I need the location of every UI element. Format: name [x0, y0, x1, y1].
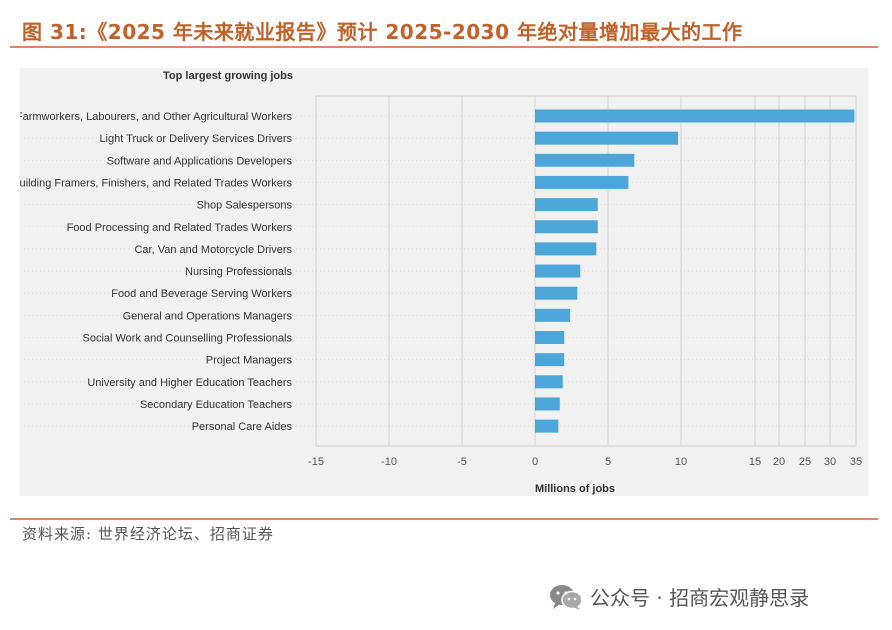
figure-title: 图 31:《2025 年未来就业报告》预计 2025-2030 年绝对量增加最大… — [22, 20, 743, 44]
bar — [535, 264, 581, 278]
source-note: 资料来源: 世界经济论坛、招商证券 — [22, 525, 274, 543]
watermark-text: 公众号 · 招商宏观静思录 — [590, 586, 810, 610]
x-axis-label: Millions of jobs — [535, 483, 615, 495]
bar — [535, 419, 559, 433]
bar-chart: Top largest growing jobs Farmworkers, La… — [20, 70, 862, 495]
category-label: General and Operations Managers — [123, 310, 293, 322]
x-tick-label: 15 — [749, 456, 761, 468]
category-label: Light Truck or Delivery Services Drivers — [99, 133, 292, 145]
category-label: Food and Beverage Serving Workers — [111, 288, 292, 300]
bar — [535, 153, 635, 167]
x-tick-label: -10 — [381, 456, 397, 468]
x-tick-label: 5 — [605, 456, 611, 468]
category-label: Car, Van and Motorcycle Drivers — [134, 244, 292, 256]
x-tick-label: 30 — [824, 456, 836, 468]
bar — [535, 242, 597, 256]
category-label: Secondary Education Teachers — [140, 399, 293, 411]
bar — [535, 109, 855, 123]
bar — [535, 220, 598, 234]
category-label: Personal Care Aides — [192, 421, 293, 433]
category-label: Nursing Professionals — [185, 266, 292, 278]
x-tick-label: 25 — [799, 456, 811, 468]
bar — [535, 308, 571, 322]
source-rule — [10, 518, 878, 520]
x-tick-label: -15 — [308, 456, 324, 468]
bar — [535, 131, 679, 145]
bar — [535, 331, 565, 344]
x-tick-label: -5 — [457, 456, 467, 468]
category-label: Project Managers — [206, 355, 293, 367]
watermark: 公众号 · 招商宏观静思录 — [548, 582, 809, 611]
category-label: University and Higher Education Teachers — [87, 377, 292, 389]
category-label: Food Processing and Related Trades Worke… — [67, 222, 293, 234]
category-label: Software and Applications Developers — [107, 155, 293, 167]
wechat-icon — [550, 584, 583, 610]
category-label: Farmworkers, Labourers, and Other Agricu… — [20, 111, 292, 123]
bar — [535, 175, 629, 189]
x-tick-label: 20 — [773, 456, 785, 468]
x-tick-label: 10 — [675, 456, 687, 468]
title-rule — [10, 46, 878, 48]
bar — [535, 353, 565, 367]
chart-title: Top largest growing jobs — [163, 70, 293, 82]
bar — [535, 397, 560, 411]
chart-panel: Top largest growing jobs Farmworkers, La… — [20, 68, 868, 496]
bar — [535, 198, 598, 212]
x-tick-label: 0 — [532, 456, 538, 468]
x-tick-label: 35 — [850, 456, 862, 468]
category-label: Shop Salespersons — [197, 200, 293, 212]
category-label: Social Work and Counselling Professional… — [82, 333, 292, 345]
bar — [535, 375, 563, 389]
category-label: Building Framers, Finishers, and Related… — [20, 177, 292, 189]
bar — [535, 286, 578, 300]
